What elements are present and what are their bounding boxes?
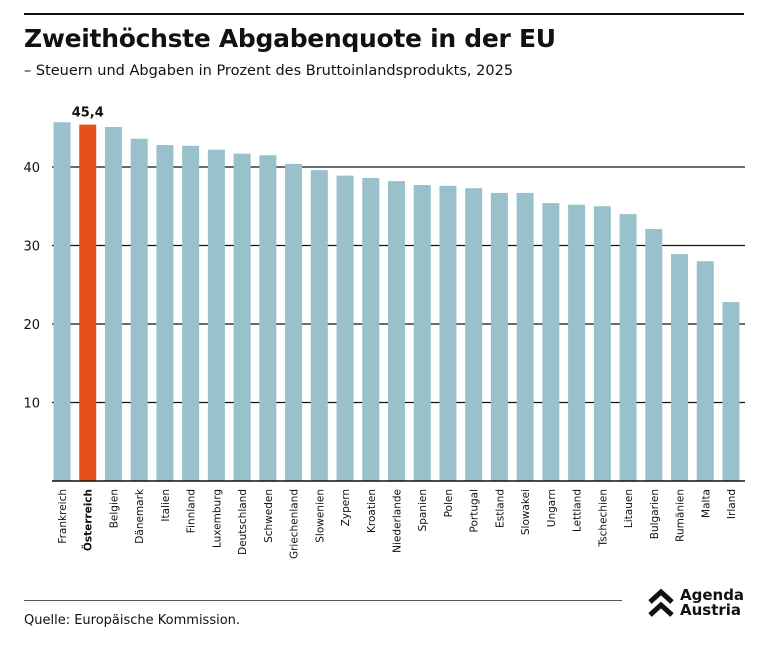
top-rule xyxy=(24,13,744,15)
x-tick-label: Malta xyxy=(700,489,712,518)
x-tick-label: Österreich xyxy=(81,489,95,551)
chart-title: Zweithöchste Abgabenquote in der EU xyxy=(24,24,556,53)
y-tick-label: 30 xyxy=(23,240,40,255)
bar-estland xyxy=(490,192,508,481)
x-tick-label: Zypern xyxy=(340,489,352,526)
bar-ungarn xyxy=(542,203,560,482)
bar-belgien xyxy=(104,126,122,481)
highlight-data-label: 45,4 xyxy=(72,106,104,121)
x-tick-label: Tschechien xyxy=(597,489,609,548)
bar-portugal xyxy=(465,188,483,481)
bar-lettland xyxy=(568,204,586,481)
bar-irland xyxy=(722,302,740,481)
x-tick-label: Niederlande xyxy=(391,489,403,553)
bar-deutschland xyxy=(233,153,251,481)
x-tick-label: Griechenland xyxy=(289,489,301,559)
bar-rumänien xyxy=(671,254,689,481)
bar-italien xyxy=(156,145,174,481)
source-note: Quelle: Europäische Kommission. xyxy=(24,613,241,628)
bar-zypern xyxy=(336,175,354,481)
x-tick-label: Polen xyxy=(443,489,455,517)
bar-slowakei xyxy=(516,192,534,481)
x-tick-label: Luxemburg xyxy=(211,489,223,548)
x-tick-label: Finnland xyxy=(186,489,198,533)
y-tick-label: 40 xyxy=(23,161,40,176)
bar-österreich xyxy=(79,124,97,482)
agenda-austria-logo: Agenda Austria xyxy=(648,588,744,618)
bar-luxemburg xyxy=(207,149,225,482)
x-tick-label: Spanien xyxy=(417,489,429,531)
x-tick-label: Litauen xyxy=(623,489,635,528)
x-tick-label: Portugal xyxy=(469,489,481,533)
x-tick-label: Lettland xyxy=(572,489,584,532)
x-tick-label: Kroatien xyxy=(366,489,378,533)
chart-subtitle: – Steuern und Abgaben in Prozent des Bru… xyxy=(24,63,514,79)
x-tick-label: Ungarn xyxy=(546,489,558,527)
x-tick-label: Slowenien xyxy=(314,489,326,543)
bar-litauen xyxy=(619,214,637,481)
bar-frankreich xyxy=(53,122,71,481)
x-tick-label: Belgien xyxy=(108,489,120,528)
bar-slowenien xyxy=(310,170,328,481)
logo-line2: Austria xyxy=(680,601,742,619)
bar-polen xyxy=(439,185,457,481)
x-tick-label: Rumänien xyxy=(675,489,687,542)
bar-dänemark xyxy=(130,138,148,482)
x-tick-label: Slowakei xyxy=(520,489,532,535)
x-tick-label: Schweden xyxy=(263,489,275,543)
x-tick-label: Bulgarien xyxy=(649,489,661,539)
bar-kroatien xyxy=(362,177,380,482)
x-tick-label: Estland xyxy=(494,489,506,528)
bar-finnland xyxy=(182,145,200,481)
y-tick-label: 20 xyxy=(23,318,40,333)
source-rule xyxy=(24,600,622,601)
x-tick-label: Frankreich xyxy=(57,489,69,544)
bar-malta xyxy=(696,261,714,481)
bar-tschechien xyxy=(593,206,611,481)
bar-niederlande xyxy=(387,181,405,481)
x-tick-label: Deutschland xyxy=(237,489,249,555)
bar-schweden xyxy=(259,155,277,481)
y-tick-label: 10 xyxy=(23,397,40,412)
bar-bulgarien xyxy=(645,229,663,481)
x-tick-label: Italien xyxy=(160,489,172,522)
bar-spanien xyxy=(413,185,431,481)
x-tick-label: Dänemark xyxy=(134,488,146,544)
chevrons-logo-icon xyxy=(648,588,674,617)
logo-line1: Agenda xyxy=(680,586,745,604)
bar-griechenland xyxy=(285,163,303,482)
x-tick-label: Irland xyxy=(726,489,738,519)
